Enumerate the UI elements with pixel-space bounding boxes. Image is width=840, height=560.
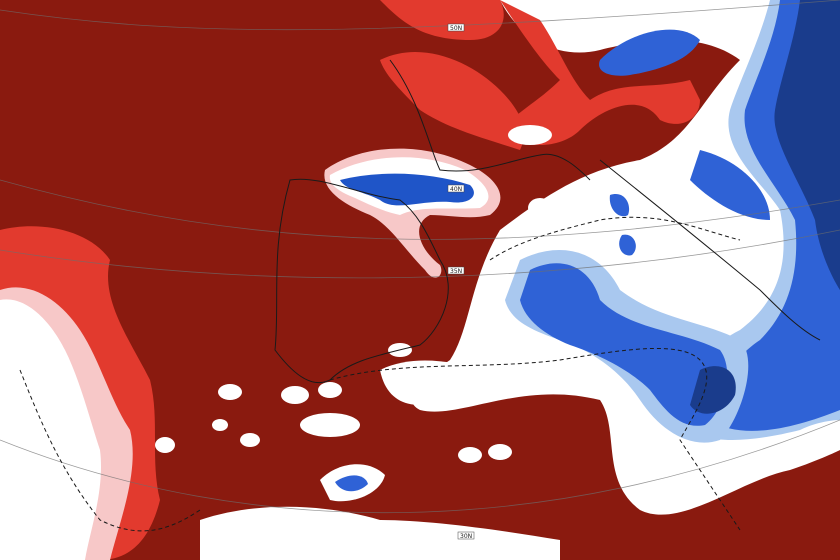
grid-line xyxy=(0,179,840,240)
grid-label: 30N xyxy=(460,533,472,540)
grid-line xyxy=(0,419,840,514)
dark-blue-zone xyxy=(774,0,840,290)
white-zone xyxy=(0,299,102,560)
red-band xyxy=(500,0,700,145)
coastline xyxy=(599,159,821,341)
label-box xyxy=(457,531,475,540)
grid-line xyxy=(0,0,840,31)
red-band xyxy=(380,51,524,150)
grid-label: 40N xyxy=(450,186,462,193)
grid-label: 50N xyxy=(450,25,462,32)
red-band xyxy=(380,0,504,40)
label-box xyxy=(447,266,465,275)
blue-zone xyxy=(599,29,700,76)
coastline xyxy=(389,59,591,181)
blue-zone xyxy=(340,173,474,206)
contour-line xyxy=(19,369,201,532)
coastline xyxy=(274,178,449,384)
blue-zone xyxy=(520,263,728,426)
blue-zone xyxy=(335,475,368,492)
contour-line xyxy=(329,348,741,531)
white-cells xyxy=(155,125,560,560)
white-zone xyxy=(380,360,480,405)
grid-label: 35N xyxy=(450,268,462,275)
label-box xyxy=(447,23,465,32)
dark-blue-zone xyxy=(690,366,736,414)
blue-zone xyxy=(609,194,636,256)
label-box xyxy=(447,184,465,193)
contour-line xyxy=(489,216,741,261)
blue-zone xyxy=(690,150,770,220)
